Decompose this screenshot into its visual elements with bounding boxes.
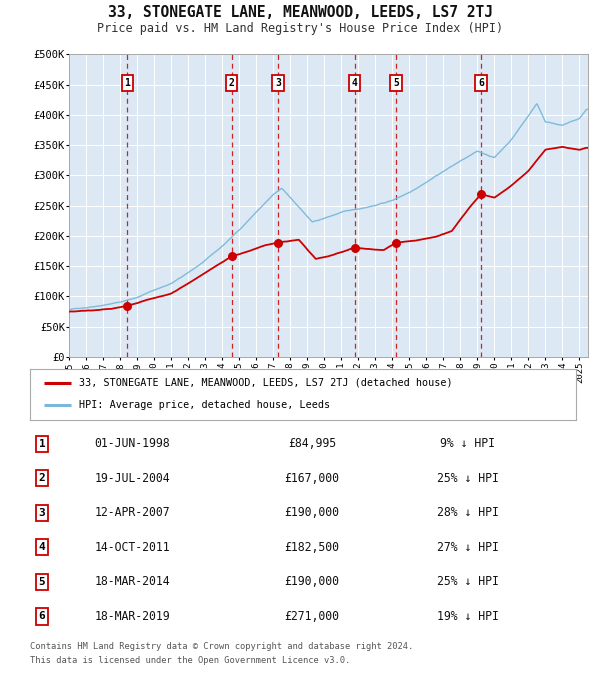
Text: £182,500: £182,500	[284, 541, 340, 554]
Text: 25% ↓ HPI: 25% ↓ HPI	[437, 472, 499, 485]
Text: 25% ↓ HPI: 25% ↓ HPI	[437, 575, 499, 588]
Text: £167,000: £167,000	[284, 472, 340, 485]
Text: 1: 1	[124, 78, 130, 88]
Text: 18-MAR-2014: 18-MAR-2014	[94, 575, 170, 588]
Text: £190,000: £190,000	[284, 507, 340, 520]
Text: 4: 4	[352, 78, 358, 88]
Text: 2: 2	[229, 78, 235, 88]
Text: £190,000: £190,000	[284, 575, 340, 588]
Text: 6: 6	[38, 611, 46, 622]
Text: HPI: Average price, detached house, Leeds: HPI: Average price, detached house, Leed…	[79, 401, 330, 410]
Text: 9% ↓ HPI: 9% ↓ HPI	[440, 437, 496, 450]
Text: 12-APR-2007: 12-APR-2007	[94, 507, 170, 520]
Text: 18-MAR-2019: 18-MAR-2019	[94, 610, 170, 623]
Text: 14-OCT-2011: 14-OCT-2011	[94, 541, 170, 554]
Text: 19-JUL-2004: 19-JUL-2004	[94, 472, 170, 485]
Text: 5: 5	[393, 78, 399, 88]
Text: 28% ↓ HPI: 28% ↓ HPI	[437, 507, 499, 520]
Text: 3: 3	[38, 508, 46, 517]
Text: £84,995: £84,995	[288, 437, 336, 450]
Text: 33, STONEGATE LANE, MEANWOOD, LEEDS, LS7 2TJ (detached house): 33, STONEGATE LANE, MEANWOOD, LEEDS, LS7…	[79, 378, 453, 388]
Text: 3: 3	[275, 78, 281, 88]
Text: 01-JUN-1998: 01-JUN-1998	[94, 437, 170, 450]
Text: This data is licensed under the Open Government Licence v3.0.: This data is licensed under the Open Gov…	[30, 656, 350, 665]
Text: 5: 5	[38, 577, 46, 587]
Text: 19% ↓ HPI: 19% ↓ HPI	[437, 610, 499, 623]
Text: Price paid vs. HM Land Registry's House Price Index (HPI): Price paid vs. HM Land Registry's House …	[97, 22, 503, 35]
Text: 4: 4	[38, 543, 46, 552]
Text: 2: 2	[38, 473, 46, 483]
Text: 6: 6	[478, 78, 484, 88]
Text: 33, STONEGATE LANE, MEANWOOD, LEEDS, LS7 2TJ: 33, STONEGATE LANE, MEANWOOD, LEEDS, LS7…	[107, 5, 493, 20]
Text: Contains HM Land Registry data © Crown copyright and database right 2024.: Contains HM Land Registry data © Crown c…	[30, 642, 413, 651]
Text: 1: 1	[38, 439, 46, 449]
Text: 27% ↓ HPI: 27% ↓ HPI	[437, 541, 499, 554]
Text: £271,000: £271,000	[284, 610, 340, 623]
